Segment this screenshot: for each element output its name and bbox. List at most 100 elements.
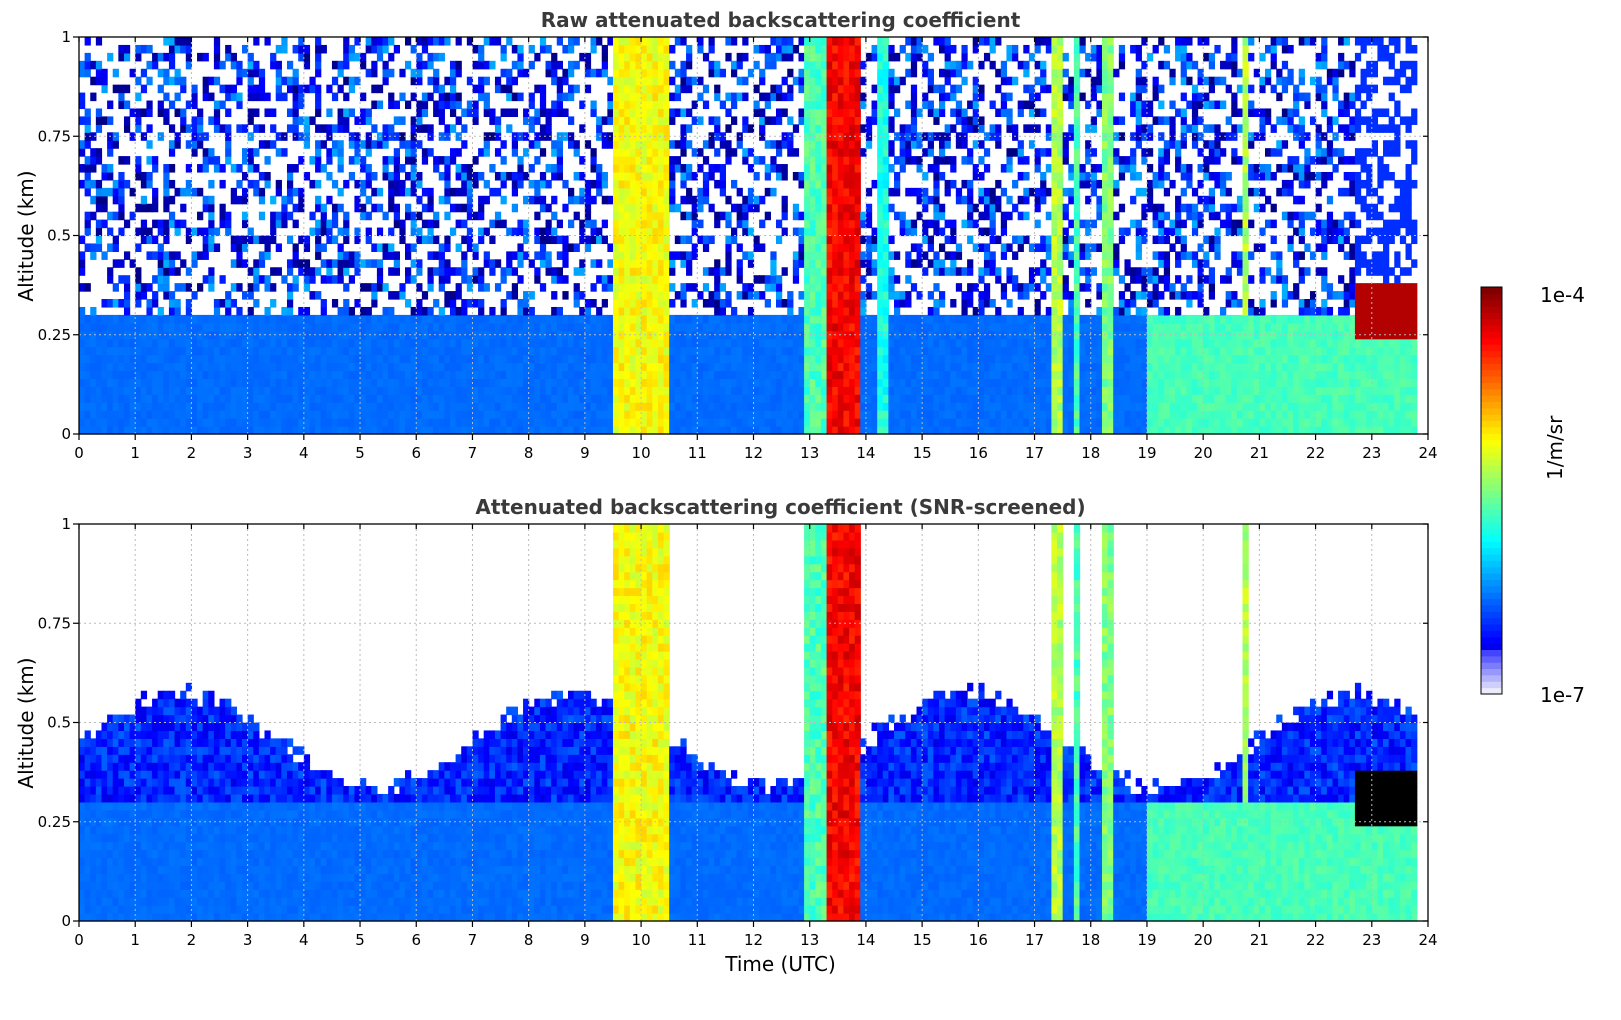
heatmap-cell	[95, 354, 103, 364]
heatmap-cell	[253, 362, 260, 372]
heatmap-cell	[174, 132, 181, 141]
heatmap-cell	[410, 314, 417, 324]
heatmap-cell	[539, 378, 547, 387]
heatmap-cell	[798, 394, 805, 403]
heatmap-cell	[905, 410, 912, 419]
heatmap-cell	[315, 60, 322, 70]
heatmap-cell	[877, 124, 884, 133]
heatmap-cell	[657, 410, 665, 419]
heatmap-cell	[247, 60, 254, 70]
heatmap-cell	[686, 84, 693, 94]
heatmap-cell	[90, 164, 97, 173]
heatmap-cell	[843, 299, 850, 308]
heatmap-cell	[337, 378, 344, 387]
heatmap-cell	[860, 124, 867, 133]
heatmap-cell	[466, 275, 474, 284]
heatmap-cell	[601, 52, 608, 62]
heatmap-cell	[657, 338, 665, 348]
heatmap-cell	[837, 84, 845, 94]
heatmap-cell	[871, 291, 878, 300]
heatmap-cell	[500, 195, 507, 205]
heatmap-cell	[247, 370, 254, 380]
heatmap-cell	[568, 410, 575, 419]
heatmap-cell	[517, 418, 524, 427]
heatmap-cell	[865, 418, 873, 427]
heatmap-cell	[905, 227, 912, 237]
heatmap-cell	[388, 346, 395, 356]
heatmap-cell	[854, 330, 861, 340]
heatmap-cell	[427, 187, 434, 197]
heatmap-cell	[270, 402, 277, 411]
heatmap-cell	[168, 362, 176, 372]
heatmap-cell	[714, 330, 721, 340]
heatmap-cell	[764, 386, 771, 395]
heatmap-cell	[242, 291, 249, 300]
heatmap-cell	[410, 370, 417, 380]
heatmap-cell	[798, 410, 805, 419]
heatmap-cell	[798, 116, 805, 125]
heatmap-cell	[236, 235, 243, 245]
heatmap-cell	[500, 378, 507, 387]
heatmap-cell	[112, 187, 119, 197]
heatmap-cell	[534, 211, 541, 221]
heatmap-cell	[843, 402, 850, 411]
heatmap-cell	[652, 60, 659, 70]
heatmap-cell	[708, 394, 715, 403]
heatmap-cell	[95, 68, 103, 78]
heatmap-cell	[275, 386, 282, 395]
heatmap-cell	[511, 426, 519, 435]
heatmap-cell	[534, 156, 541, 165]
heatmap-cell	[899, 156, 906, 165]
heatmap-cell	[854, 314, 861, 324]
heatmap-cell	[815, 132, 822, 141]
heatmap-cell	[635, 283, 642, 292]
heatmap-cell	[180, 410, 187, 419]
heatmap-cell	[804, 227, 811, 237]
heatmap-cell	[837, 76, 845, 86]
heatmap-cell	[348, 354, 356, 364]
heatmap-cell	[607, 322, 614, 332]
heatmap-cell	[208, 243, 215, 252]
heatmap-cell	[95, 116, 103, 125]
heatmap-cell	[770, 251, 777, 260]
heatmap-cell	[894, 132, 901, 141]
heatmap-cell	[624, 354, 631, 364]
heatmap-cell	[213, 386, 221, 395]
heatmap-cell	[652, 306, 659, 316]
heatmap-cell	[517, 402, 524, 411]
heatmap-cell	[135, 322, 142, 332]
heatmap-cell	[888, 402, 895, 411]
heatmap-cell	[208, 267, 215, 276]
heatmap-cell	[652, 418, 659, 427]
heatmap-cell	[90, 386, 97, 395]
heatmap-cell	[140, 283, 148, 292]
heatmap-cell	[511, 394, 519, 403]
heatmap-cell	[270, 227, 277, 237]
heatmap-cell	[208, 275, 215, 284]
heatmap-cell	[787, 44, 794, 54]
heatmap-cell	[163, 37, 170, 46]
heatmap-cell	[208, 386, 215, 395]
heatmap-cell	[101, 219, 108, 229]
heatmap-cell	[225, 338, 232, 348]
heatmap-cell	[725, 338, 732, 348]
heatmap-cell	[489, 132, 496, 141]
heatmap-cell	[528, 338, 535, 348]
heatmap-cell	[399, 394, 406, 403]
heatmap-cell	[657, 132, 665, 141]
heatmap-cell	[388, 203, 395, 213]
heatmap-cell	[815, 203, 822, 213]
heatmap-cell	[258, 338, 266, 348]
heatmap-cell	[427, 203, 434, 213]
heatmap-cell	[612, 235, 620, 245]
heatmap-cell	[753, 338, 760, 348]
heatmap-cell	[860, 148, 867, 157]
heatmap-cell	[326, 259, 333, 268]
heatmap-cell	[798, 418, 805, 427]
heatmap-cell	[714, 132, 721, 141]
heatmap-cell	[376, 52, 384, 62]
heatmap-cell	[894, 84, 901, 94]
heatmap-cell	[641, 306, 648, 316]
heatmap-cell	[849, 211, 856, 221]
heatmap-cell	[714, 370, 721, 380]
